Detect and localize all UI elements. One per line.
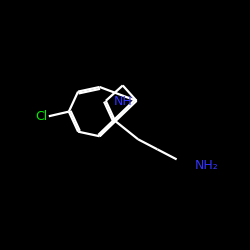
Text: NH: NH — [113, 95, 132, 108]
Text: NH₂: NH₂ — [195, 159, 219, 172]
Text: Cl: Cl — [35, 110, 47, 123]
